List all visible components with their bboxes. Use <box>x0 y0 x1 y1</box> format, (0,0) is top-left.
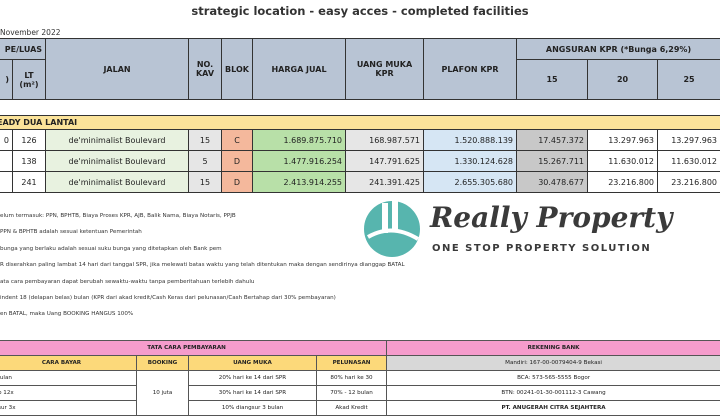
cell-jalan: de'minimalist Boulevard <box>45 171 190 193</box>
cell-lt: 126 <box>11 129 47 151</box>
cell-booking: 10 juta <box>136 370 189 416</box>
logo-slogan: ONE STOP PROPERTY SOLUTION <box>432 243 652 254</box>
cell-dp: 20% hari ke 14 dari SPR <box>188 370 317 386</box>
notes-list: elum termasuk: PPN, BPHTB, Biaya Proses … <box>0 208 720 323</box>
cell-angsuran-25: 11.630.012 <box>657 150 720 172</box>
cell-dp: 241.391.425 <box>345 171 425 193</box>
cell-harga: 2.413.914.255 <box>252 171 347 193</box>
header-tenor-15: 15 <box>516 59 589 100</box>
payment-title: TATA CARA PEMBAYARAN <box>0 340 388 356</box>
cell-kav: 5 <box>188 150 223 172</box>
bank-bca: BCA: 573-565-5555 Bogor <box>386 370 720 386</box>
cell-angsuran-15: 15.267.711 <box>516 150 589 172</box>
tagline: strategic location - easy acces - comple… <box>191 4 529 18</box>
table-row: 241 de'minimalist Boulevard 15 D 2.413.9… <box>0 171 720 193</box>
payment-row: 1 bulan 10 juta 20% hari ke 14 dari SPR … <box>0 370 720 416</box>
cell-angsuran-15: 17.457.372 <box>516 129 589 151</box>
logo-text: Really Property <box>430 201 673 234</box>
cell-plafon: 1.520.888.139 <box>423 129 518 151</box>
note-item: R diserahkan paling lambat 14 hari dari … <box>0 262 405 269</box>
cell-blok: D <box>221 171 254 193</box>
section-label: EADY DUA LANTAI <box>0 115 720 130</box>
note-item: ata cara pembayaran dapat berubah sewakt… <box>0 278 255 285</box>
header-angsuran: ANGSURAN KPR (*Bunga 6,29%) <box>516 38 720 60</box>
cell-lb: 0 <box>0 129 13 151</box>
header-no-kav: NO. KAV <box>188 38 223 100</box>
bank-mandiri: Mandiri: 167-00-0079404-9 Bekasi <box>386 355 720 371</box>
cell-harga: 1.689.875.710 <box>252 129 347 151</box>
really-property-logo: Really Property ONE STOP PROPERTY SOLUTI… <box>360 193 718 263</box>
cell-angsuran-20: 13.297.963 <box>587 129 659 151</box>
payment-row: ngsur 3x 10% diangsur 3 bulan Akad Kredi… <box>0 400 720 416</box>
cell-lb <box>0 171 13 193</box>
header-blok: BLOK <box>221 38 254 100</box>
header-tenor-20: 20 <box>587 59 659 100</box>
bank-title: REKENING BANK <box>386 340 720 356</box>
price-table: PE/LUAS JALAN NO. KAV BLOK HARGA JUAL UA… <box>0 38 720 193</box>
cell-dp: 10% diangsur 3 bulan <box>188 400 317 416</box>
date-label: November 2022 <box>0 28 61 37</box>
cell-blok: C <box>221 129 254 151</box>
header-jalan: JALAN <box>45 38 190 100</box>
header-cara-bayar: CARA BAYAR <box>0 355 137 371</box>
cell-harga: 1.477.916.254 <box>252 150 347 172</box>
cell-plafon: 2.655.305.680 <box>423 171 518 193</box>
cell-angsuran-25: 13.297.963 <box>657 129 720 151</box>
bank-btn: BTN: 00241-01-30-001112-3 Cawang <box>386 385 720 401</box>
cell-kav: 15 <box>188 171 223 193</box>
cell-lunas: Akad Kredit <box>315 400 388 416</box>
cell-blok: D <box>221 150 254 172</box>
cell-dp: 168.987.571 <box>345 129 425 151</box>
bank-account-holder: PT. ANUGERAH CITRA SEJAHTERA <box>386 400 720 416</box>
header-tenor-25: 25 <box>657 59 720 100</box>
cell-cara: hap 12x <box>0 385 137 401</box>
cell-angsuran-20: 23.216.800 <box>587 171 659 193</box>
cell-kav: 15 <box>188 129 223 151</box>
note-item: en BATAL, maka Uang BOOKING HANGUS 100% <box>0 311 134 318</box>
cell-lunas: 80% hari ke 30 <box>315 370 388 386</box>
header-harga-jual: HARGA JUAL <box>252 38 347 100</box>
cell-cara: ngsur 3x <box>0 400 137 416</box>
cell-dp: 147.791.625 <box>345 150 425 172</box>
note-item: bunga yang berlaku adalah sesuai suku bu… <box>0 245 222 252</box>
cell-jalan: de'minimalist Boulevard <box>45 150 190 172</box>
cell-cara: 1 bulan <box>0 370 137 386</box>
note-item: PPN & BPHTB adalah sesuai ketentuan Peme… <box>0 229 142 236</box>
payment-row: hap 12x 30% hari ke 14 dari SPR 70% - 12… <box>0 385 720 401</box>
payment-table: TATA CARA PEMBAYARAN REKENING BANK CARA … <box>0 340 720 416</box>
header-uang-muka: UANG MUKA KPR <box>345 38 425 100</box>
header-plafon: PLAFON KPR <box>423 38 518 100</box>
table-row: 0 126 de'minimalist Boulevard 15 C 1.689… <box>0 129 720 151</box>
header-uang-muka: UANG MUKA <box>188 355 317 371</box>
cell-lb <box>0 150 13 172</box>
cell-angsuran-25: 23.216.800 <box>657 171 720 193</box>
cell-jalan: de'minimalist Boulevard <box>45 129 190 151</box>
note-item: indent 18 (delapan belas) bulan (KPR dar… <box>0 295 336 302</box>
header-booking: BOOKING <box>136 355 189 371</box>
logo-emblem-icon <box>364 199 420 257</box>
cell-lt: 138 <box>11 150 47 172</box>
cell-angsuran-20: 11.630.012 <box>587 150 659 172</box>
header-lt: LT (m²) <box>11 59 47 100</box>
cell-lt: 241 <box>11 171 47 193</box>
note-item: elum termasuk: PPN, BPHTB, Biaya Proses … <box>0 213 236 219</box>
cell-lunas: 70% - 12 bulan <box>315 385 388 401</box>
table-row: 138 de'minimalist Boulevard 5 D 1.477.91… <box>0 150 720 172</box>
header-tipe-luas: PE/LUAS <box>0 38 47 60</box>
header-lb: ) <box>0 59 13 100</box>
cell-dp: 30% hari ke 14 dari SPR <box>188 385 317 401</box>
cell-plafon: 1.330.124.628 <box>423 150 518 172</box>
cell-angsuran-15: 30.478.677 <box>516 171 589 193</box>
header-pelunasan: PELUNASAN <box>315 355 388 371</box>
